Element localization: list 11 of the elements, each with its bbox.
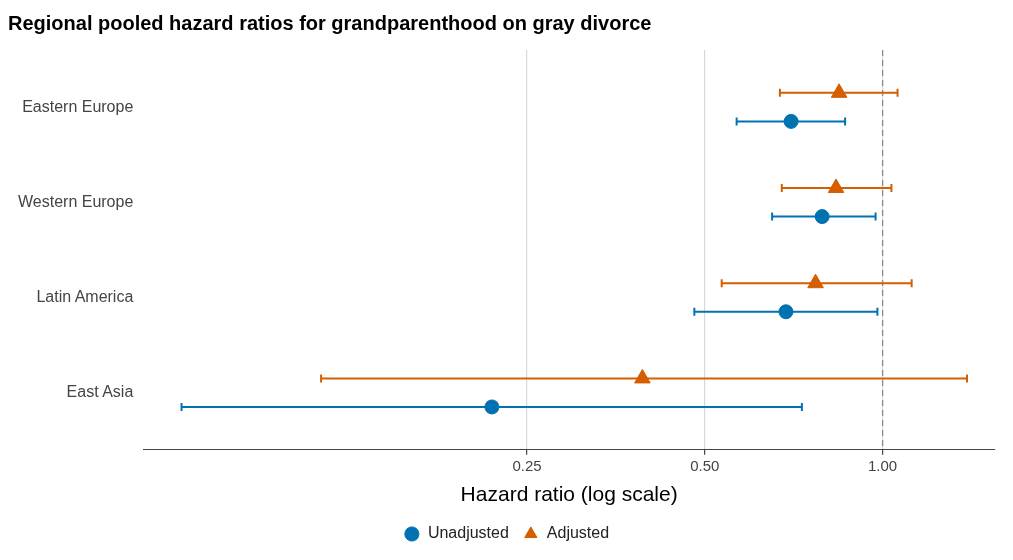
legend-label: Adjusted xyxy=(546,524,610,542)
y-tick-label: East Asia xyxy=(66,383,134,401)
legend-label: Unadjusted xyxy=(427,524,509,542)
x-tick-label: 1.00 xyxy=(868,456,898,474)
y-tick-label: Eastern Europe xyxy=(22,97,134,115)
x-tick-label: 0.25 xyxy=(512,456,542,474)
x-tick-label: 0.50 xyxy=(690,456,720,474)
y-tick-label: Western Europe xyxy=(17,192,134,210)
chart-title: Regional pooled hazard ratios for grandparenthood on gray divorce xyxy=(8,11,652,34)
x-axis-title: Hazard ratio (log scale) xyxy=(460,482,678,506)
y-tick-label: Latin America xyxy=(36,287,134,305)
